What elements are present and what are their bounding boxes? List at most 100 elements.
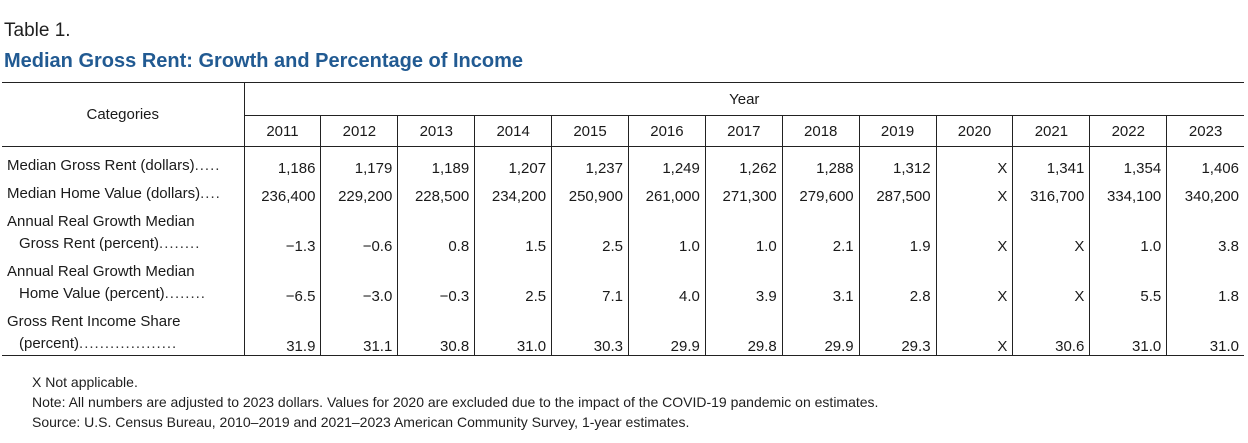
year-header-cell: 2020	[935, 115, 1013, 147]
value-cell: 1,207	[474, 146, 552, 177]
year-header-cell: 2022	[1089, 115, 1167, 147]
year-header-cell: 2023	[1166, 115, 1244, 147]
value-cell: −0.3	[397, 255, 475, 305]
value-cell: −3.0	[320, 255, 398, 305]
value-cell: 1,262	[704, 146, 783, 177]
value-cell: 5.5	[1089, 255, 1167, 305]
value-cell: −0.6	[320, 205, 398, 255]
value-cell: 1,341	[1012, 146, 1090, 177]
value-cell: 29.8	[704, 305, 783, 356]
value-cell: 4.0	[627, 255, 706, 305]
table-row: Annual Real Growth Median Home Value (per…	[2, 255, 1244, 305]
value-cell: 7.1	[551, 255, 629, 305]
row-label: Median Home Value (dollars)	[7, 185, 201, 202]
year-header: Year	[244, 82, 1244, 116]
value-cell: 1.0	[627, 205, 706, 255]
value-cell: 0.8	[397, 205, 475, 255]
value-cell: 250,900	[551, 177, 629, 205]
value-cell: 29.3	[858, 305, 937, 356]
row-category-cell: Gross Rent Income Share (percent)........…	[2, 305, 245, 356]
value-cell: 1,186	[277, 160, 316, 177]
value-cell: 236,400	[261, 188, 316, 205]
value-cell: 229,200	[320, 177, 398, 205]
value-cell: 1,406	[1166, 146, 1244, 177]
value-cell: 1.8	[1166, 255, 1244, 305]
value-cell: X	[935, 177, 1013, 205]
value-cell: X	[1012, 205, 1090, 255]
value-cell: 340,200	[1166, 177, 1244, 205]
value-cell: 2.1	[781, 205, 860, 255]
value-cell: 29.9	[627, 305, 706, 356]
value-cell: 279,600	[781, 177, 860, 205]
table-row: Gross Rent Income Share (percent)........…	[2, 305, 1244, 356]
year-header-cell: 2018	[781, 115, 860, 147]
year-header-cell: 2017	[704, 115, 783, 147]
value-cell: 31.0	[1166, 305, 1244, 356]
year-header-cell: 2019	[858, 115, 937, 147]
table-title: Median Gross Rent: Growth and Percentage…	[4, 50, 523, 72]
dot-leader: ....	[200, 185, 221, 202]
row-label: Annual Real Growth Median	[7, 263, 195, 280]
row-label: (percent)	[19, 335, 80, 352]
year-header-cell: 2021	[1012, 115, 1090, 147]
value-cell: 1,189	[397, 146, 475, 177]
value-cell: 30.6	[1012, 305, 1090, 356]
year-header-cell: 2014	[474, 115, 552, 147]
row-category-cell: Median Home Value (dollars)....	[2, 177, 245, 205]
value-cell: 30.3	[551, 305, 629, 356]
value-cell: 29.9	[781, 305, 860, 356]
row-label: Gross Rent (percent)	[19, 235, 160, 252]
value-cell: 31.9	[244, 305, 321, 356]
table-label: Table 1.	[4, 20, 71, 41]
value-cell: X	[935, 205, 1013, 255]
table-body: Median Gross Rent (dollars)..... 1,186 1,1…	[2, 146, 1244, 356]
year-row: 2011 2012 2013 2014 2015 2016 2017 2018 2019 2020…	[2, 115, 1244, 147]
value-cell: 1,288	[781, 146, 860, 177]
value-cell: 1,249	[627, 146, 706, 177]
value-cell: 1,179	[320, 146, 398, 177]
year-header-cell: 2011	[244, 115, 321, 147]
value-cell: 31.1	[320, 305, 398, 356]
value-cell: X	[935, 255, 1013, 305]
value-cell: 1.9	[858, 205, 937, 255]
value-cell: 334,100	[1089, 177, 1167, 205]
value-cell: 3.8	[1166, 205, 1244, 255]
row-category-cell: Annual Real Growth Median Gross Rent (per…	[2, 205, 245, 255]
note-line: X Not applicable.	[32, 374, 138, 390]
year-header-cell: 2016	[627, 115, 706, 147]
value-cell: 1.0	[704, 205, 783, 255]
value-cell: 271,300	[704, 177, 783, 205]
year-header-cell: 2015	[551, 115, 629, 147]
value-cell: 1.5	[474, 205, 552, 255]
note-line: Note: All numbers are adjusted to 2023 d…	[32, 394, 879, 410]
value-cell: 1.0	[1089, 205, 1167, 255]
categories-header: Categories	[2, 82, 245, 147]
value-cell: 261,000	[627, 177, 706, 205]
value-cell: X	[935, 305, 1013, 356]
dot-leader: ........	[159, 235, 201, 252]
value-cell: 2.5	[551, 205, 629, 255]
header-row-top: Categories Year	[2, 82, 1244, 147]
value-cell: 1,312	[858, 146, 937, 177]
row-label: Median Gross Rent (dollars)	[7, 157, 195, 174]
value-cell: X	[935, 146, 1013, 177]
dot-leader: .....	[194, 157, 221, 174]
year-header-cell: 2012	[320, 115, 398, 147]
rent-table: Categories Year 2011 2012 2013 2014 2015 2016…	[2, 82, 1244, 356]
value-cell: −6.5	[285, 288, 316, 305]
value-cell: 3.9	[704, 255, 783, 305]
value-cell: 1,354	[1089, 146, 1167, 177]
value-cell: 2.5	[474, 255, 552, 305]
value-cell: 1,237	[551, 146, 629, 177]
value-cell: 316,700	[1012, 177, 1090, 205]
value-cell: 287,500	[858, 177, 937, 205]
row-label: Annual Real Growth Median	[7, 213, 195, 230]
note-line: Source: U.S. Census Bureau, 2010–2019 an…	[32, 414, 690, 430]
value-cell: 234,200	[474, 177, 552, 205]
row-label: Home Value (percent)	[19, 285, 165, 302]
value-cell: 2.8	[858, 255, 937, 305]
value-cell: 3.1	[781, 255, 860, 305]
value-cell: 31.0	[474, 305, 552, 356]
table-row: Median Gross Rent (dollars)..... 1,186 1,1…	[2, 146, 1244, 177]
value-cell: 31.0	[1089, 305, 1167, 356]
